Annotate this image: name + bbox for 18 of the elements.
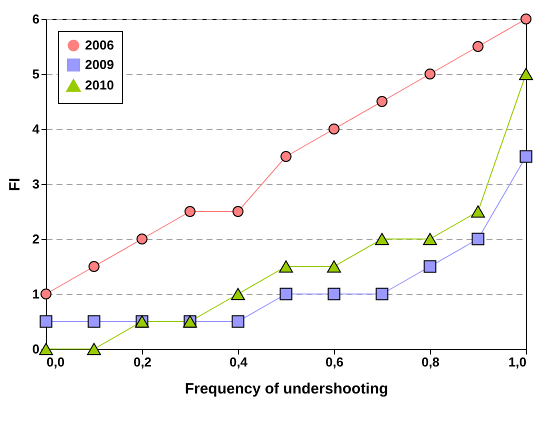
x-tick-label: 0,0 (46, 354, 65, 370)
x-tick-label: 0,2 (133, 354, 152, 370)
y-tick-label: 6 (32, 12, 40, 26)
y-tick-label: 0 (32, 342, 40, 356)
x-tick-label: 0,4 (229, 354, 248, 370)
y-tick-label: 4 (32, 122, 40, 136)
x-tick-label: 0,6 (325, 354, 344, 370)
y-tick-label: 5 (32, 66, 40, 82)
y-tick-label: 2 (32, 232, 40, 246)
legend-label: 2009 (85, 57, 114, 72)
x-tick-label: 0,8 (421, 354, 440, 370)
y-axis-title: FI (6, 178, 24, 192)
y-tick-label: 3 (32, 176, 40, 192)
y-tick-label: 1 (32, 286, 40, 302)
legend-label: 2010 (85, 78, 114, 92)
x-axis-title: Frequency of undershooting (184, 380, 388, 398)
legend-label: 2006 (85, 38, 114, 52)
x-tick-label: 1,0 (508, 354, 526, 370)
